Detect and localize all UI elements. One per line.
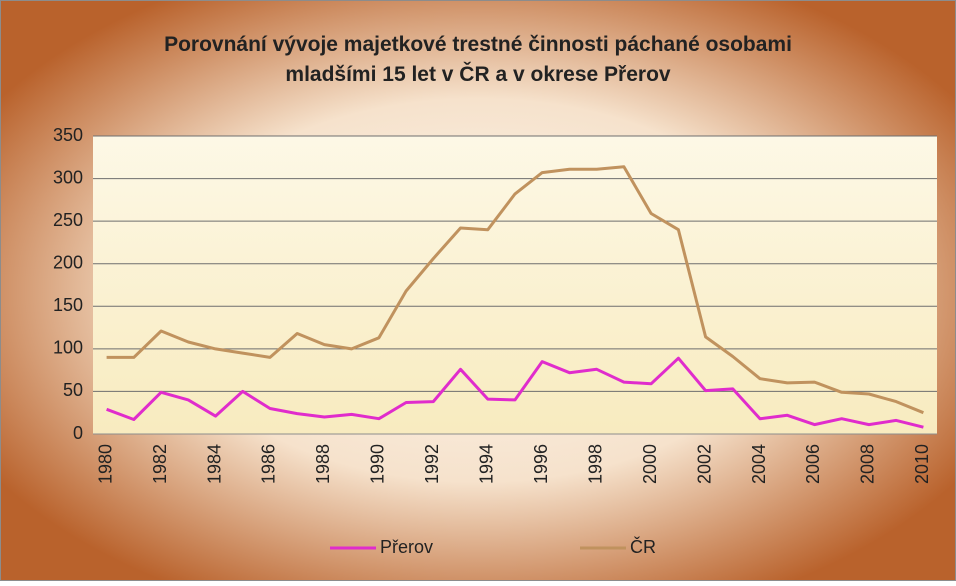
- y-tick-label: 50: [63, 380, 83, 400]
- x-tick-label: 2000: [640, 444, 660, 484]
- y-tick-label: 350: [53, 125, 83, 145]
- x-tick-label: 1994: [477, 444, 497, 484]
- x-tick-label: 1996: [531, 444, 551, 484]
- x-tick-label: 1982: [150, 444, 170, 484]
- x-tick-label: 2006: [803, 444, 823, 484]
- x-tick-label: 1990: [368, 444, 388, 484]
- plot-area: [93, 136, 937, 434]
- x-tick-label: 1986: [259, 444, 279, 484]
- chart-title: Porovnání vývoje majetkové trestné činno…: [164, 33, 792, 86]
- x-tick-label: 2010: [912, 444, 932, 484]
- y-tick-label: 0: [73, 423, 83, 443]
- y-tick-label: 300: [53, 167, 83, 187]
- y-tick-label: 100: [53, 338, 83, 358]
- x-tick-label: 1988: [313, 444, 333, 484]
- y-tick-label: 200: [53, 252, 83, 272]
- y-tick-label: 150: [53, 295, 83, 315]
- x-tick-label: 2004: [749, 444, 769, 484]
- legend-label: ČR: [630, 536, 656, 557]
- x-tick-label: 1980: [95, 444, 115, 484]
- x-tick-label: 1998: [585, 444, 605, 484]
- x-tick-label: 2008: [858, 444, 878, 484]
- x-tick-label: 1984: [204, 444, 224, 484]
- data-line: [106, 165, 924, 415]
- data-line: [106, 356, 924, 429]
- x-tick-label: 2002: [694, 444, 714, 484]
- y-tick-label: 250: [53, 210, 83, 230]
- x-tick-label: 1992: [422, 444, 442, 484]
- legend-label: Přerov: [380, 537, 433, 557]
